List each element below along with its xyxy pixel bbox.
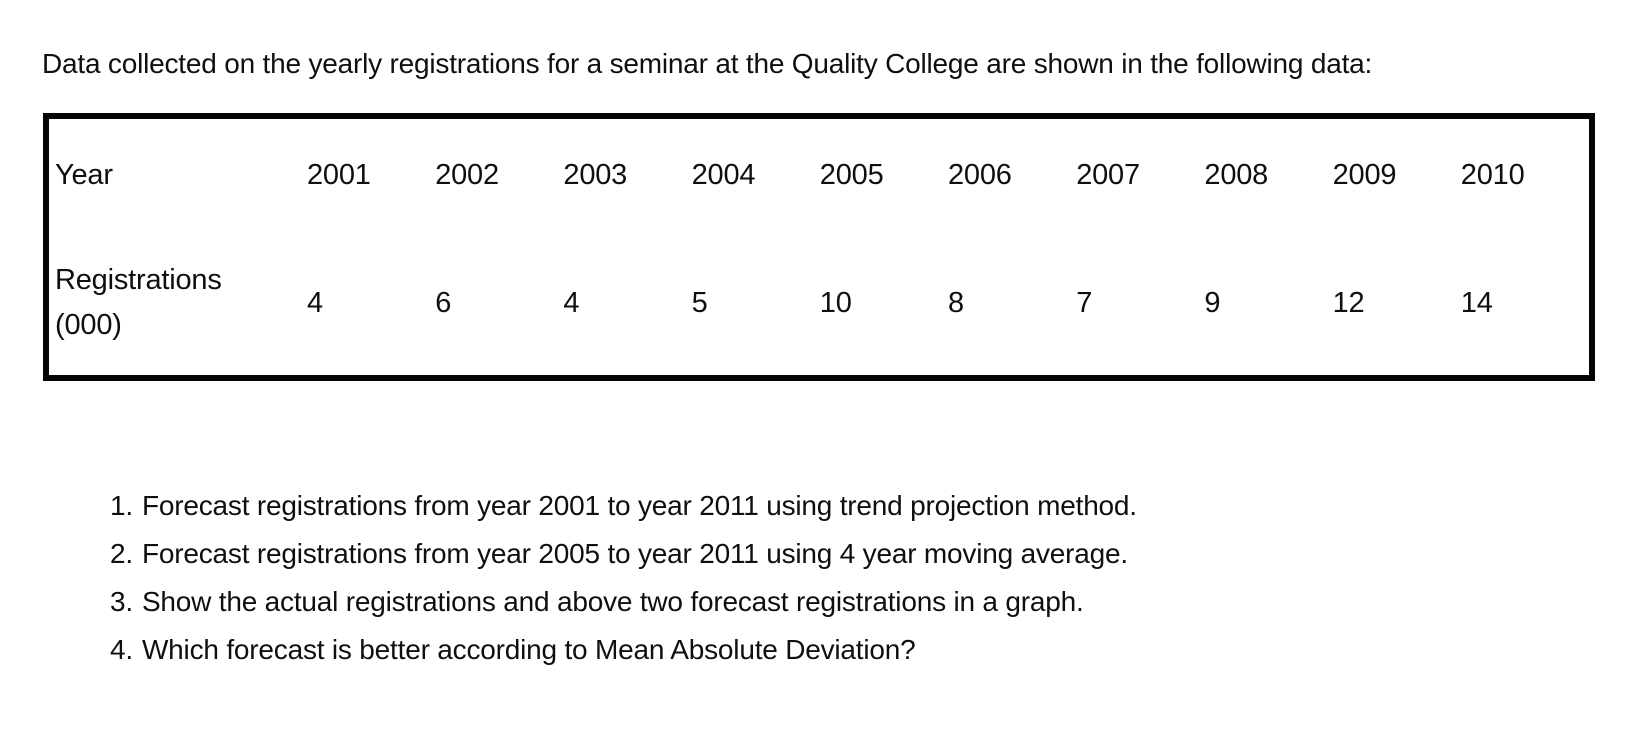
question-item-2: 2. Forecast registrations from year 2005… — [110, 530, 1137, 578]
question-text: Which forecast is better according to Me… — [141, 634, 916, 665]
year-cell: 2005 — [819, 158, 884, 191]
year-cell: 2008 — [1204, 158, 1269, 191]
registrations-cell: 9 — [1204, 286, 1221, 319]
question-text: Forecast registrations from year 2001 to… — [141, 490, 1137, 521]
year-cell: 2006 — [947, 158, 1012, 191]
registrations-cell: 6 — [435, 286, 452, 319]
registrations-cell: 10 — [819, 286, 852, 319]
year-cell: 2007 — [1076, 158, 1140, 191]
question-number: 3. — [110, 586, 133, 617]
question-number: 2. — [110, 538, 133, 569]
registrations-row-label: Registrations (000) — [49, 231, 307, 375]
registrations-label-line1: Registrations — [55, 264, 222, 296]
question-text: Show the actual registrations and above … — [141, 586, 1084, 617]
registrations-cell: 4 — [563, 286, 580, 319]
question-text: Forecast registrations from year 2005 to… — [141, 538, 1128, 569]
question-item-1: 1. Forecast registrations from year 2001… — [110, 482, 1137, 530]
question-number: 1. — [110, 490, 133, 521]
registrations-cell: 7 — [1076, 286, 1093, 319]
registrations-cell: 4 — [307, 286, 323, 319]
year-cell: 2004 — [691, 158, 756, 191]
registrations-table: Year 2001 2002 2003 2004 2005 2006 2007 … — [43, 113, 1595, 381]
registrations-cell: 8 — [947, 286, 964, 319]
year-cell: 2003 — [563, 158, 628, 191]
year-cell: 2009 — [1332, 158, 1397, 191]
year-row-label: Year — [55, 158, 113, 191]
registrations-cell: 12 — [1332, 286, 1365, 319]
registrations-cell: 14 — [1460, 286, 1493, 319]
question-list: 1. Forecast registrations from year 2001… — [110, 482, 1137, 674]
year-cell: 2002 — [435, 158, 499, 191]
question-item-3: 3. Show the actual registrations and abo… — [110, 578, 1137, 626]
registrations-label-line2: (000) — [55, 309, 122, 341]
year-cell: 2010 — [1460, 158, 1525, 191]
question-item-4: 4. Which forecast is better according to… — [110, 626, 1137, 674]
question-number: 4. — [110, 634, 133, 665]
year-cell: 2001 — [307, 158, 371, 191]
intro-sentence: Data collected on the yearly registratio… — [42, 48, 1373, 79]
registrations-cell: 5 — [691, 286, 708, 319]
